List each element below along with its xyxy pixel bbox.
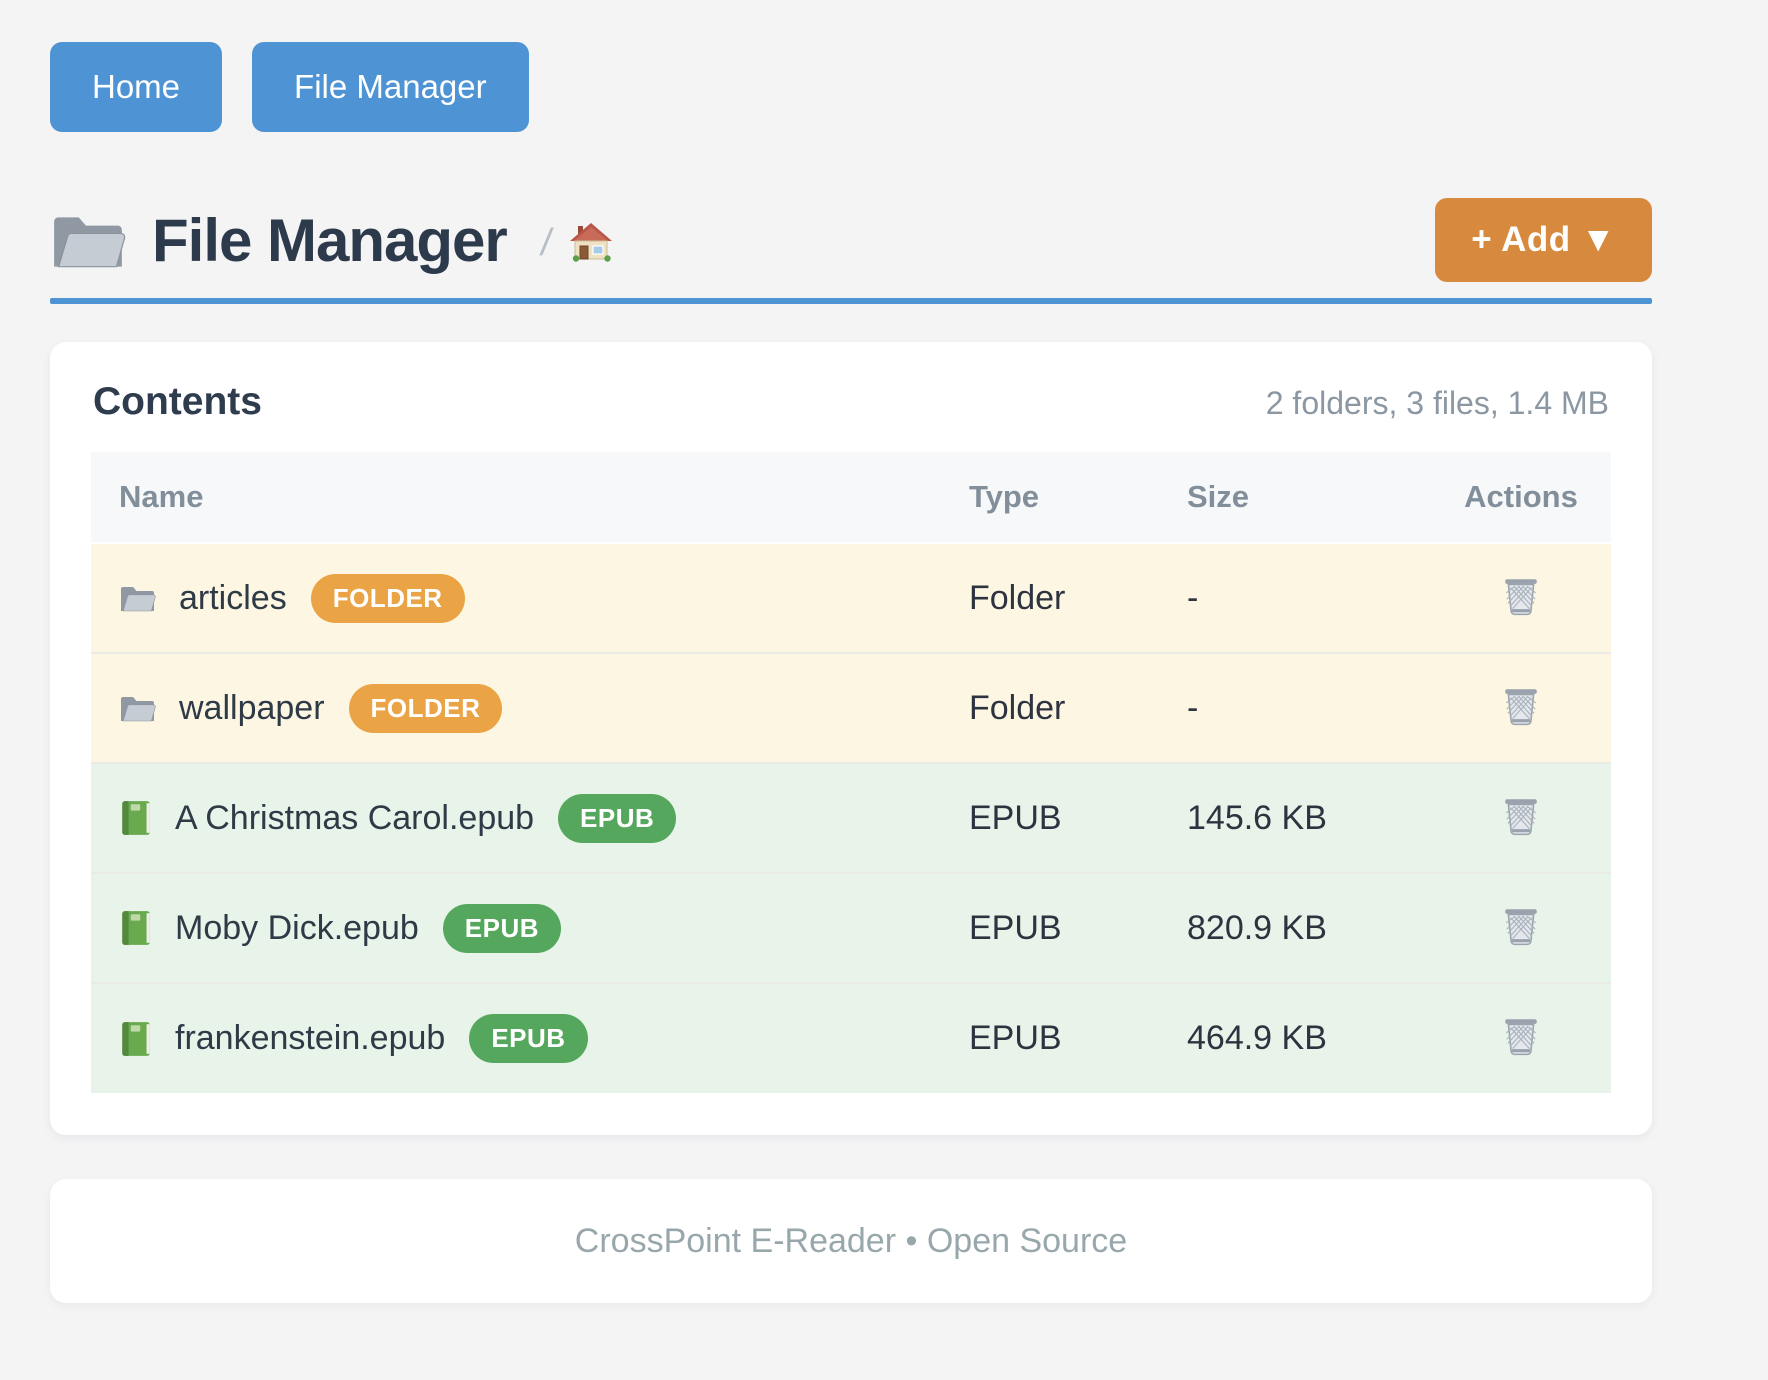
file-manager-page: Home File Manager File Manager / bbox=[50, 0, 1652, 1303]
column-header-size: Size bbox=[1187, 452, 1431, 543]
contents-title: Contents bbox=[93, 380, 262, 423]
green-book-icon bbox=[119, 909, 153, 947]
entry-link[interactable]: A Christmas Carol.epub EPUB bbox=[119, 793, 969, 843]
column-header-actions: Actions bbox=[1431, 452, 1611, 543]
delete-button[interactable] bbox=[1498, 571, 1544, 624]
entry-name: articles bbox=[179, 578, 287, 617]
size-cell: 145.6 KB bbox=[1187, 798, 1327, 837]
entry-name: Moby Dick.epub bbox=[175, 908, 419, 947]
column-header-name: Name bbox=[91, 452, 969, 543]
type-badge: FOLDER bbox=[310, 573, 465, 623]
name-cell: frankenstein.epub EPUB bbox=[91, 983, 969, 1093]
name-cell: articles FOLDER bbox=[91, 543, 969, 653]
type-badge: FOLDER bbox=[348, 683, 503, 733]
actions-cell bbox=[1431, 763, 1611, 873]
entry-link[interactable]: Moby Dick.epub EPUB bbox=[119, 903, 969, 953]
entry-link[interactable]: articles FOLDER bbox=[119, 573, 969, 623]
entry-name: frankenstein.epub bbox=[175, 1019, 446, 1057]
home-icon[interactable] bbox=[569, 221, 613, 263]
table-row: Moby Dick.epub EPUB EPUB 820.9 KB bbox=[91, 873, 1611, 983]
actions-cell bbox=[1431, 543, 1611, 653]
wastebasket-icon bbox=[1502, 908, 1540, 950]
size-cell: 820.9 KB bbox=[1187, 908, 1327, 947]
nav-home-button[interactable]: Home bbox=[50, 42, 223, 132]
type-cell: Folder bbox=[969, 688, 1066, 727]
entry-link[interactable]: wallpaper FOLDER bbox=[119, 683, 969, 733]
type-cell: EPUB bbox=[969, 908, 1062, 947]
name-cell: Moby Dick.epub EPUB bbox=[91, 873, 969, 983]
type-badge: EPUB bbox=[558, 793, 677, 843]
wastebasket-icon bbox=[1502, 688, 1540, 730]
entry-name: A Christmas Carol.epub bbox=[175, 798, 535, 837]
nav-buttons: Home File Manager bbox=[50, 42, 1652, 132]
header-divider bbox=[50, 298, 1652, 304]
table-row: articles FOLDER Folder - bbox=[91, 543, 1611, 653]
name-cell: wallpaper FOLDER bbox=[91, 653, 969, 763]
size-cell: 464.9 KB bbox=[1187, 1019, 1327, 1057]
column-header-type: Type bbox=[969, 452, 1187, 543]
table-row: wallpaper FOLDER Folder - bbox=[91, 653, 1611, 763]
breadcrumb-separator: / bbox=[537, 221, 555, 264]
type-cell: EPUB bbox=[969, 1019, 1062, 1057]
page-header: File Manager / + Add ▼ bbox=[50, 198, 1652, 282]
type-cell: EPUB bbox=[969, 798, 1062, 837]
folder-icon bbox=[50, 207, 128, 273]
add-button[interactable]: + Add ▼ bbox=[1435, 198, 1652, 282]
type-cell: Folder bbox=[969, 578, 1066, 617]
footer-text: CrossPoint E-Reader • Open Source bbox=[574, 1221, 1128, 1260]
delete-button[interactable] bbox=[1498, 901, 1544, 954]
table-header-row: Name Type Size Actions bbox=[91, 452, 1611, 543]
footer-card: CrossPoint E-Reader • Open Source bbox=[50, 1179, 1652, 1303]
delete-button[interactable] bbox=[1498, 1011, 1544, 1064]
page-title: File Manager bbox=[152, 206, 508, 274]
green-book-icon bbox=[119, 799, 153, 837]
contents-table: Name Type Size Actions articles FOLDER Fol… bbox=[91, 452, 1611, 1093]
wastebasket-icon bbox=[1502, 1019, 1540, 1060]
contents-card-header: Contents 2 folders, 3 files, 1.4 MB bbox=[91, 380, 1611, 424]
folder-icon bbox=[119, 692, 157, 724]
wastebasket-icon bbox=[1502, 798, 1540, 840]
name-cell: A Christmas Carol.epub EPUB bbox=[91, 763, 969, 873]
entry-name: wallpaper bbox=[179, 688, 325, 727]
actions-cell bbox=[1431, 873, 1611, 983]
entry-link[interactable]: frankenstein.epub EPUB bbox=[119, 1014, 969, 1063]
size-cell: - bbox=[1187, 578, 1199, 617]
nav-file-manager-button[interactable]: File Manager bbox=[252, 42, 529, 132]
type-badge: EPUB bbox=[442, 903, 562, 953]
contents-card: Contents 2 folders, 3 files, 1.4 MB Name… bbox=[50, 342, 1652, 1135]
type-badge: EPUB bbox=[469, 1014, 588, 1063]
title-group: File Manager / bbox=[50, 206, 613, 275]
size-cell: - bbox=[1187, 688, 1199, 727]
actions-cell bbox=[1431, 653, 1611, 763]
green-book-icon bbox=[119, 1020, 153, 1058]
delete-button[interactable] bbox=[1498, 791, 1544, 844]
table-row: A Christmas Carol.epub EPUB EPUB 145.6 KB bbox=[91, 763, 1611, 873]
wastebasket-icon bbox=[1502, 578, 1540, 620]
contents-table-body: articles FOLDER Folder - wallpaper FOLDER Fold… bbox=[91, 543, 1611, 1093]
contents-summary: 2 folders, 3 files, 1.4 MB bbox=[1265, 385, 1609, 421]
folder-icon bbox=[119, 582, 157, 614]
delete-button[interactable] bbox=[1498, 681, 1544, 734]
actions-cell bbox=[1431, 983, 1611, 1093]
table-row: frankenstein.epub EPUB EPUB 464.9 KB bbox=[91, 983, 1611, 1093]
